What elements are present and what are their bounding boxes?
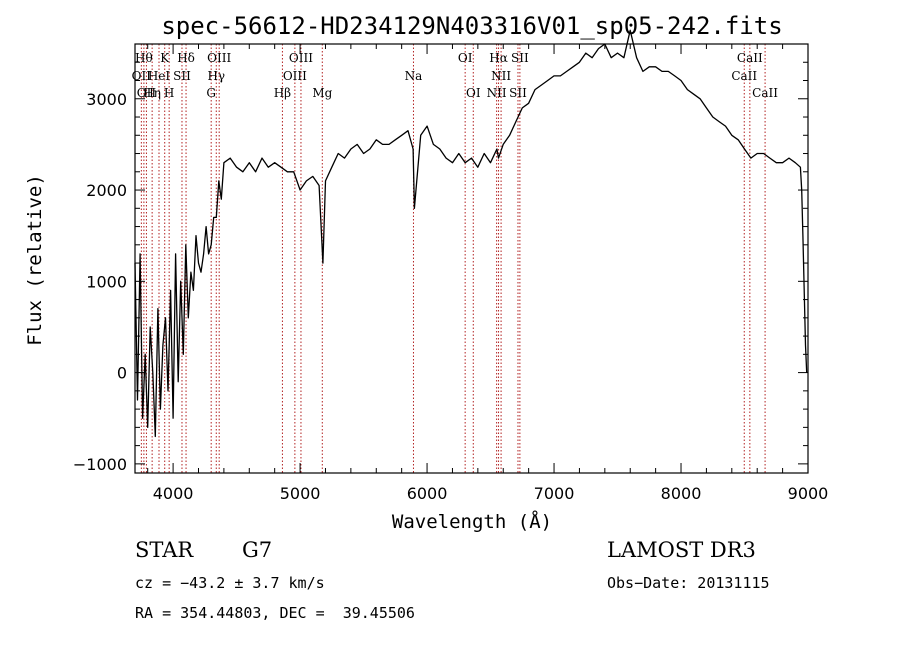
line-label: OII — [137, 86, 157, 100]
line-label: CaII — [752, 86, 778, 100]
line-label: Hα — [489, 51, 508, 65]
object-class: STAR — [135, 538, 194, 562]
chart-title: spec-56612-HD234129N403316V01_sp05-242.f… — [161, 12, 782, 40]
line-label: OI — [466, 86, 481, 100]
plot-frame — [134, 43, 809, 474]
x-axis-ticks: 4000 5000 6000 7000 8000 9000 — [147, 44, 829, 503]
x-tick-label: 4000 — [153, 484, 194, 503]
line-label: Hγ — [207, 69, 225, 83]
line-label: Mg — [312, 86, 332, 100]
line-label: OIII — [207, 51, 231, 65]
x-tick-label: 5000 — [280, 484, 321, 503]
line-label: Hδ — [177, 51, 195, 65]
y-tick-label: −1000 — [73, 455, 127, 474]
y-tick-label: 2000 — [86, 181, 127, 200]
spectral-line-markers — [140, 44, 766, 473]
line-label: H — [164, 86, 174, 100]
survey-name: LAMOST DR3 — [607, 538, 756, 562]
y-axis-label: Flux (relative) — [24, 174, 46, 346]
line-label: NII — [491, 69, 511, 83]
spectral-line-labels: OIIHθOIIHηHeIKHSIIHδGHγOIIIHβOIIIOIIIMgN… — [132, 51, 779, 100]
x-tick-label: 7000 — [534, 484, 575, 503]
object-subclass: G7 — [242, 538, 273, 562]
line-label: Na — [405, 69, 423, 83]
line-label: SII — [511, 51, 529, 65]
x-axis-label: Wavelength (Å) — [392, 510, 552, 533]
line-label: Hη — [143, 86, 161, 100]
line-label: OII — [132, 69, 152, 83]
y-tick-label: 3000 — [86, 90, 127, 109]
line-label: K — [160, 51, 170, 65]
line-label: Hβ — [274, 86, 291, 100]
x-tick-label: 9000 — [788, 484, 829, 503]
line-label: HeI — [148, 69, 171, 83]
observation-date: Obs−Date: 20131115 — [607, 574, 770, 592]
line-label: CaII — [731, 69, 757, 83]
y-axis-ticks: −1000 0 1000 2000 3000 — [73, 61, 808, 474]
x-tick-label: 6000 — [407, 484, 448, 503]
line-label: G — [206, 86, 216, 100]
y-tick-label: 1000 — [86, 272, 127, 291]
redshift-velocity: cz = −43.2 ± 3.7 km/s — [135, 574, 325, 592]
line-label: OI — [458, 51, 473, 65]
line-label: OIII — [289, 51, 313, 65]
line-label: OIII — [283, 69, 307, 83]
line-label: NII — [487, 86, 507, 100]
x-tick-label: 8000 — [661, 484, 702, 503]
spectrum-line — [134, 29, 808, 438]
coordinates: RA = 354.44803, DEC = 39.45506 — [135, 604, 415, 622]
line-label: SII — [509, 86, 527, 100]
line-label: CaII — [737, 51, 763, 65]
line-label: Hθ — [135, 51, 153, 65]
line-label: SII — [173, 69, 191, 83]
y-tick-label: 0 — [117, 364, 127, 383]
